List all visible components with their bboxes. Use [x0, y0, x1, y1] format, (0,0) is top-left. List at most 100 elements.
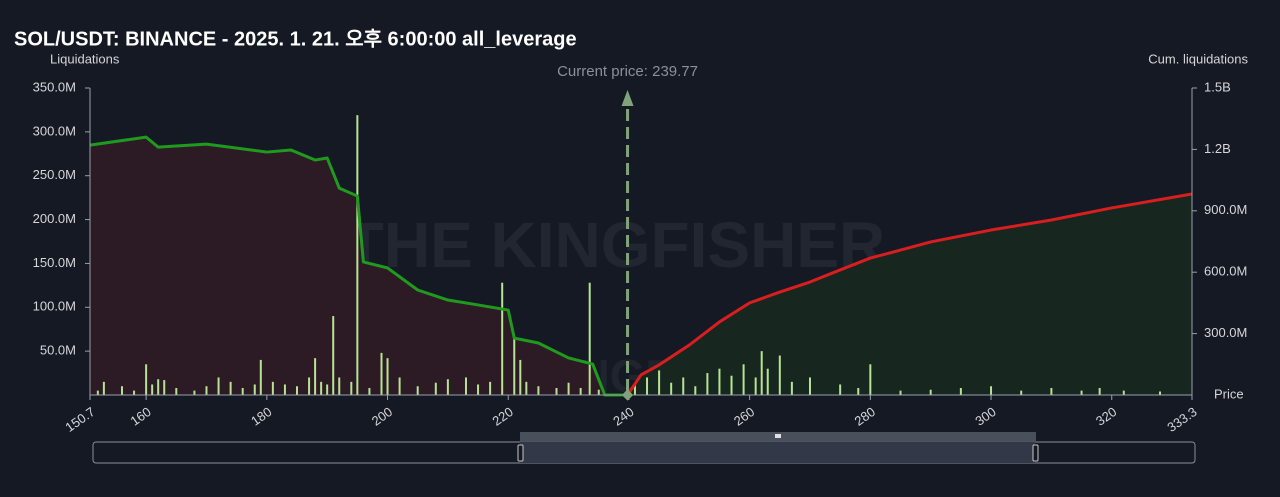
zoom-slider[interactable] [92, 432, 1196, 464]
bar [760, 351, 763, 395]
y-tick-label: 250.0M [33, 167, 76, 182]
current-price-marker [621, 389, 634, 401]
y-tick-label: 50.0M [40, 343, 76, 358]
bar [501, 282, 504, 395]
bar [368, 387, 371, 395]
bar [646, 377, 649, 395]
bar [163, 380, 166, 395]
bar [102, 381, 105, 395]
bar [857, 387, 860, 395]
bar [398, 377, 401, 395]
watermark: THE KINGFISHER [345, 209, 885, 281]
y-tick-label: 100.0M [33, 299, 76, 314]
y2-tick-label: 1.5B [1204, 79, 1231, 94]
bar [205, 386, 208, 395]
current-price-arrow [621, 90, 634, 106]
bar [990, 386, 993, 395]
bar [320, 381, 323, 395]
bar [670, 382, 673, 395]
y-tick-label: 350.0M [33, 79, 76, 94]
bar [766, 368, 769, 395]
bar [477, 384, 480, 395]
bar [133, 390, 136, 395]
bar [1098, 387, 1101, 395]
bar [151, 384, 154, 395]
bar [754, 377, 757, 395]
bar [730, 375, 733, 395]
bar [326, 384, 329, 395]
bar [588, 282, 591, 395]
chart-title: SOL/USDT: BINANCE - 2025. 1. 21. 오후 6:00… [14, 27, 577, 50]
bar [525, 381, 528, 395]
bar [380, 352, 383, 395]
bar [96, 390, 99, 395]
bar [1020, 390, 1023, 395]
bar [555, 387, 558, 395]
bar [579, 387, 582, 395]
area-fill [90, 137, 628, 395]
bar [742, 364, 745, 395]
bar [658, 370, 661, 395]
x-axis-label: Price [1214, 386, 1244, 401]
bar [145, 364, 148, 395]
bar [175, 387, 178, 395]
bar [567, 382, 570, 395]
y-tick-label: 150.0M [33, 255, 76, 270]
area-fill [627, 194, 1192, 395]
bar [446, 379, 449, 395]
bar [633, 384, 636, 395]
bar [537, 386, 540, 395]
slider-handle-right[interactable] [1032, 444, 1039, 462]
bar [959, 387, 962, 395]
bar [464, 377, 467, 395]
bar [229, 381, 232, 395]
plot-area: THE KINGFISHER.ioTHE KINGFISHER [89, 115, 1193, 402]
y2-tick-label: 300.0M [1204, 325, 1247, 340]
bar [386, 358, 389, 395]
bar [1159, 391, 1162, 395]
bar [869, 364, 872, 395]
bar [1122, 390, 1125, 395]
bar [489, 381, 492, 395]
y2-tick-label: 600.0M [1204, 264, 1247, 279]
bar [513, 337, 516, 395]
bar [718, 368, 721, 395]
slider-window[interactable] [520, 442, 1035, 463]
bar [120, 386, 123, 395]
bar [839, 384, 842, 395]
slider-grip [775, 434, 781, 438]
bar [682, 377, 685, 395]
bar [271, 381, 274, 395]
bar [314, 358, 317, 395]
bar [332, 316, 335, 395]
y-tick-label: 300.0M [33, 123, 76, 138]
y-axis-label: Liquidations [50, 51, 120, 66]
cumulative-line [626, 192, 1193, 396]
bar [778, 355, 781, 395]
y2-tick-label: 1.2B [1204, 141, 1231, 156]
bar [929, 389, 932, 395]
bar [338, 377, 341, 395]
bar [1050, 387, 1053, 395]
current-price-label: Current price: 239.77 [557, 63, 698, 80]
bar [241, 387, 244, 395]
bar [597, 389, 600, 395]
bar [157, 379, 160, 395]
bar [217, 377, 220, 395]
bar [296, 386, 299, 395]
y2-axis-label: Cum. liquidations [1148, 51, 1248, 66]
bar [706, 373, 709, 395]
bar [253, 384, 256, 395]
bar [519, 359, 522, 395]
bar [356, 115, 359, 395]
bar [308, 377, 311, 395]
bar [1080, 390, 1083, 395]
bar [790, 381, 793, 395]
cumulative-line [89, 135, 628, 397]
slider-handle-left[interactable] [517, 444, 524, 462]
bar [434, 382, 437, 395]
bar [193, 390, 196, 395]
bar [283, 384, 286, 395]
y-tick-label: 200.0M [33, 211, 76, 226]
